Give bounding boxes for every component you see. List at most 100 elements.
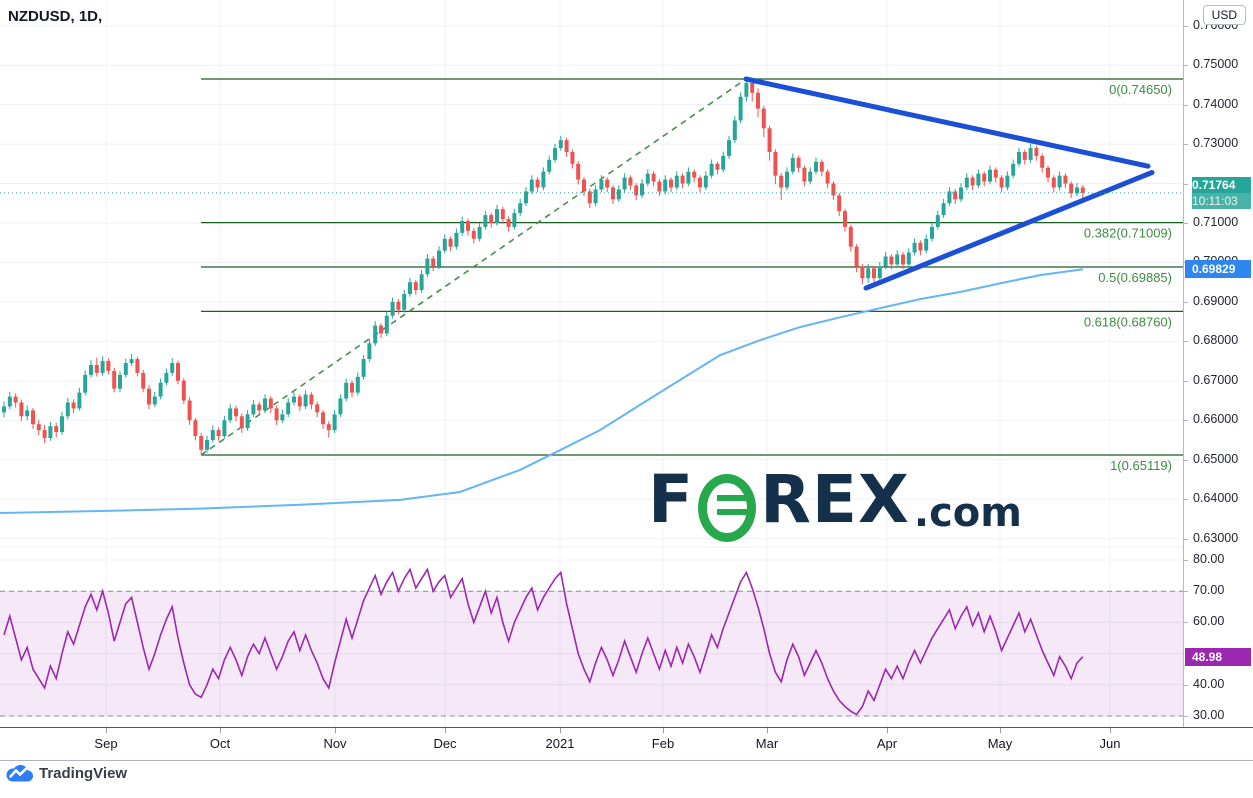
candle — [970, 177, 975, 186]
axis-tick — [1184, 622, 1188, 624]
candle — [587, 191, 592, 204]
candle — [245, 414, 250, 429]
candle — [756, 92, 760, 109]
candle — [1069, 183, 1074, 194]
chart-canvas[interactable]: 0(0.74650) 0.382(0.71009) 0.5(0.69885) 0.61… — [0, 0, 1183, 761]
candle — [744, 82, 749, 97]
price-axis[interactable]: 0.71764 10:11:03 0.69829 48.98 USD 0.760… — [1183, 0, 1253, 761]
candle — [77, 392, 82, 409]
candle — [216, 430, 221, 437]
candle — [860, 266, 865, 279]
tradingview-label: TradingView — [39, 765, 128, 782]
time-axis-label: Nov — [323, 736, 347, 751]
axis-label: 0.65000 — [1193, 451, 1239, 466]
candle — [396, 301, 401, 310]
candle — [727, 140, 731, 156]
candle — [367, 343, 372, 360]
candle — [60, 416, 64, 433]
axis-tick — [1184, 591, 1188, 593]
candle — [895, 254, 900, 265]
candle — [495, 209, 499, 223]
candle — [953, 191, 958, 200]
candle — [210, 430, 215, 440]
axis-tick — [1184, 420, 1188, 422]
axis-label: 70.00 — [1193, 583, 1225, 598]
price-badge: 0.71764 10:11:03 — [1185, 176, 1251, 209]
currency-toggle-button[interactable]: USD — [1202, 5, 1246, 25]
candle — [802, 167, 807, 182]
axis-label: 0.66000 — [1193, 412, 1239, 427]
dashed-trendline — [200, 78, 747, 456]
symbol-title: NZDUSD, 1D, — [8, 8, 103, 25]
candle — [848, 226, 853, 247]
candle — [814, 161, 818, 172]
time-axis-tick — [767, 728, 768, 733]
candle — [42, 430, 47, 438]
candle — [19, 402, 24, 417]
watermark-f: F — [648, 461, 695, 538]
candle — [379, 325, 383, 334]
candle — [164, 372, 169, 383]
candle — [790, 157, 795, 172]
candle — [1011, 163, 1016, 176]
time-axis[interactable]: Sep Oct Nov Dec 2021 Feb Mar Apr May Jun — [0, 727, 1253, 761]
candle — [854, 246, 859, 267]
axis-label: 0.68000 — [1193, 333, 1239, 348]
candle — [471, 230, 476, 239]
candle — [872, 268, 876, 279]
candle — [918, 242, 923, 251]
tradingview-logo[interactable]: TradingView — [6, 765, 127, 782]
candle — [506, 219, 511, 227]
axis-label: 80.00 — [1193, 552, 1225, 566]
candle — [819, 161, 824, 172]
rsi-value-badge: 48.98 — [1185, 647, 1251, 666]
axis-tick — [1184, 380, 1188, 382]
candle — [390, 301, 395, 316]
candle — [112, 370, 117, 389]
candle — [767, 128, 772, 152]
candle — [477, 226, 482, 239]
candle — [1057, 175, 1062, 188]
axis-label: 0.74000 — [1193, 96, 1239, 111]
candle — [634, 185, 639, 196]
candle — [1028, 148, 1033, 160]
candle — [796, 157, 801, 168]
candle — [732, 120, 737, 141]
axis-tick — [1184, 538, 1188, 540]
candle — [234, 408, 238, 417]
last-price-value: 0.71764 — [1192, 176, 1251, 193]
candle — [355, 376, 360, 393]
candle — [1022, 151, 1027, 160]
candle — [512, 213, 517, 227]
candle — [964, 177, 969, 188]
candle — [831, 183, 836, 196]
candle — [2, 406, 6, 413]
candle — [454, 232, 459, 247]
candle — [738, 96, 743, 121]
candle — [228, 408, 233, 421]
candle — [669, 179, 673, 188]
axis-label: 30.00 — [1193, 708, 1225, 722]
candle — [825, 171, 830, 184]
watermark-dotcom: .com — [913, 490, 1022, 536]
time-axis-label: Oct — [209, 736, 231, 751]
candle — [640, 183, 644, 196]
candle — [129, 359, 134, 364]
time-axis-tick — [335, 728, 336, 733]
candle — [332, 414, 337, 431]
candle — [976, 173, 981, 186]
candle — [715, 163, 720, 170]
time-axis-label: Mar — [755, 736, 779, 751]
candle — [912, 242, 917, 253]
axis-tick — [1184, 499, 1188, 501]
candle — [703, 175, 708, 188]
candle — [1075, 187, 1079, 194]
candle — [529, 179, 534, 192]
candle — [808, 171, 813, 182]
candle — [686, 171, 691, 184]
candle — [31, 410, 35, 425]
candle — [147, 388, 151, 405]
time-axis-label: Dec — [433, 736, 457, 751]
candle — [622, 177, 627, 190]
candle — [83, 374, 88, 393]
